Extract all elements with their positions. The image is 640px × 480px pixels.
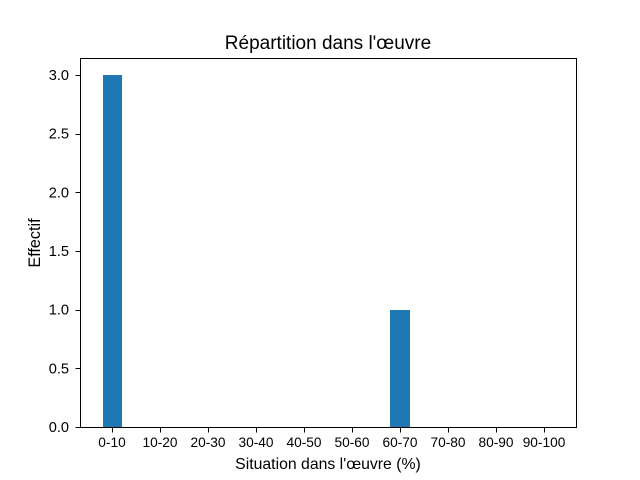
svg-text:60-70: 60-70	[382, 435, 417, 450]
svg-text:0-10: 0-10	[98, 435, 126, 450]
svg-text:90-100: 90-100	[523, 435, 566, 450]
svg-text:2.5: 2.5	[49, 127, 69, 143]
svg-text:50-60: 50-60	[334, 435, 369, 450]
svg-text:Répartition dans l'œuvre: Répartition dans l'œuvre	[225, 33, 431, 54]
svg-text:30-40: 30-40	[238, 435, 273, 450]
svg-text:1.5: 1.5	[49, 244, 69, 260]
svg-text:3.0: 3.0	[49, 68, 69, 84]
svg-text:40-50: 40-50	[286, 435, 321, 450]
svg-text:Effectif: Effectif	[26, 218, 44, 268]
svg-text:0.0: 0.0	[49, 420, 69, 436]
svg-text:1.0: 1.0	[49, 303, 69, 319]
svg-text:20-30: 20-30	[190, 435, 225, 450]
svg-text:10-20: 10-20	[142, 435, 177, 450]
svg-text:Situation dans l'œuvre (%): Situation dans l'œuvre (%)	[235, 456, 421, 473]
svg-text:70-80: 70-80	[430, 435, 465, 450]
svg-text:0.5: 0.5	[49, 361, 69, 377]
svg-text:2.0: 2.0	[49, 185, 69, 201]
svg-text:80-90: 80-90	[478, 435, 513, 450]
